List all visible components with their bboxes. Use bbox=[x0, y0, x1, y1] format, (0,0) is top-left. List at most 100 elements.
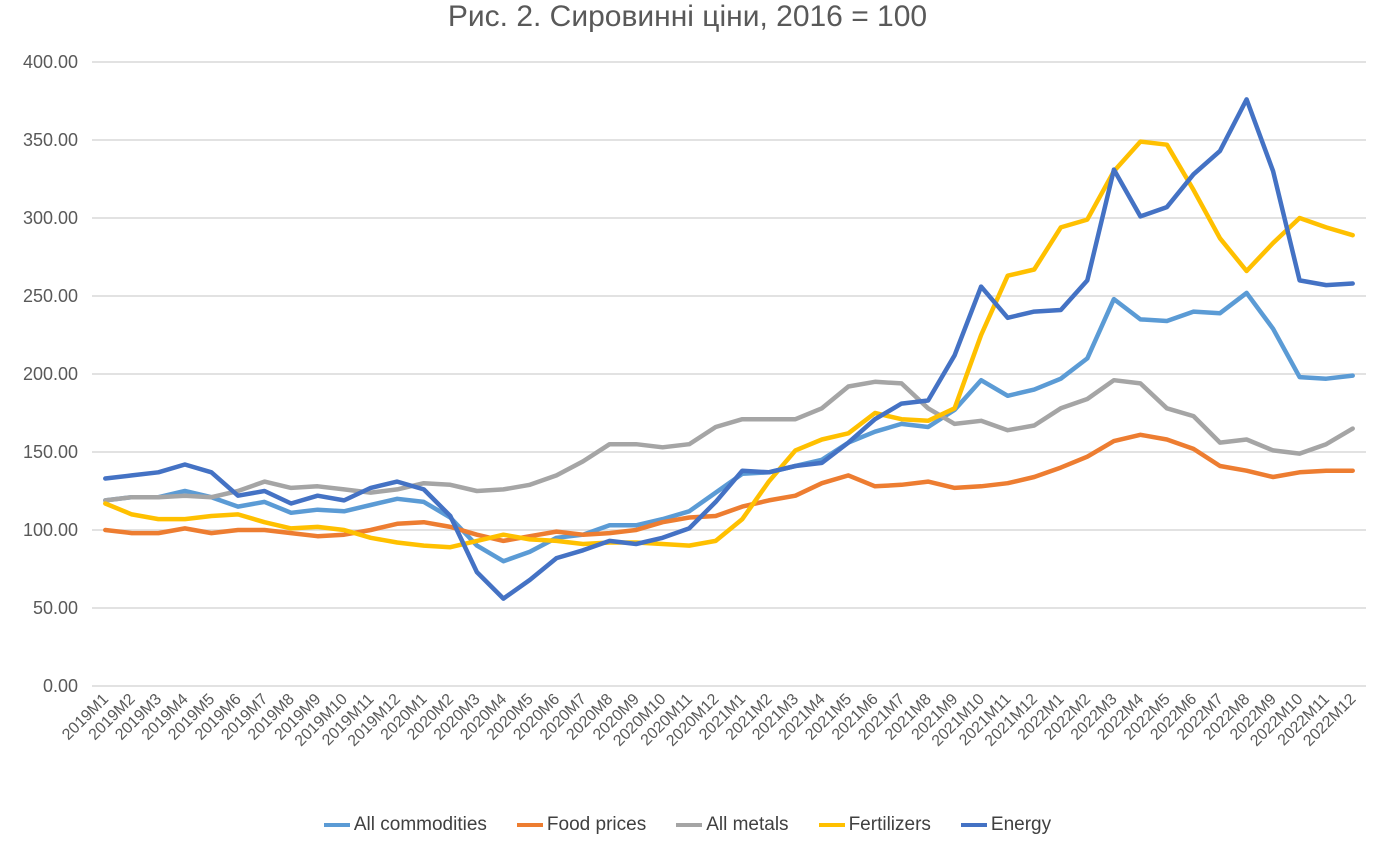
y-tick-label: 50.00 bbox=[33, 598, 78, 618]
data-point bbox=[953, 486, 956, 490]
data-point bbox=[528, 535, 532, 538]
y-tick-label: 400.00 bbox=[23, 52, 78, 72]
data-point bbox=[210, 514, 213, 518]
data-point bbox=[502, 539, 505, 543]
data-point bbox=[1165, 438, 1169, 441]
series-line-all-commodities bbox=[103, 290, 1355, 564]
data-point bbox=[926, 399, 930, 402]
legend-swatch bbox=[323, 823, 350, 827]
data-point bbox=[873, 485, 877, 488]
data-point bbox=[608, 531, 611, 535]
data-point bbox=[130, 513, 134, 516]
data-point bbox=[157, 496, 160, 499]
data-point bbox=[502, 488, 505, 491]
data-point bbox=[1271, 327, 1275, 330]
legend-item: All commodities bbox=[323, 814, 487, 836]
data-point bbox=[1006, 394, 1009, 398]
data-point bbox=[820, 438, 824, 441]
data-point bbox=[369, 528, 372, 532]
data-point bbox=[104, 477, 107, 480]
data-point bbox=[873, 411, 877, 415]
data-point bbox=[422, 521, 425, 524]
data-point bbox=[926, 419, 930, 422]
data-point bbox=[528, 550, 532, 554]
data-point bbox=[714, 425, 717, 429]
y-tick-label: 350.00 bbox=[23, 130, 78, 150]
data-point bbox=[1112, 297, 1116, 301]
data-point bbox=[581, 533, 585, 536]
data-point bbox=[1271, 241, 1275, 245]
data-point bbox=[422, 544, 425, 547]
data-point bbox=[1165, 319, 1169, 323]
data-point bbox=[926, 480, 930, 483]
data-point bbox=[741, 505, 744, 508]
data-point bbox=[528, 578, 532, 582]
data-point bbox=[1351, 469, 1354, 472]
data-point bbox=[1245, 469, 1248, 472]
data-point bbox=[767, 480, 771, 483]
data-point bbox=[634, 528, 638, 532]
data-point bbox=[1218, 149, 1222, 153]
data-point bbox=[342, 533, 346, 536]
series-line-energy bbox=[103, 97, 1355, 601]
data-point bbox=[953, 422, 956, 426]
legend-label: Fertilizers bbox=[848, 814, 931, 835]
data-point bbox=[1006, 482, 1009, 485]
data-point bbox=[449, 525, 452, 529]
data-point bbox=[1139, 382, 1142, 385]
data-point bbox=[1271, 170, 1275, 173]
data-point bbox=[502, 533, 505, 536]
data-point bbox=[236, 505, 240, 508]
series-line-all-metals bbox=[103, 377, 1355, 503]
data-point bbox=[1351, 233, 1354, 237]
series-line-food-prices bbox=[103, 432, 1355, 544]
data-point bbox=[157, 517, 160, 521]
data-point bbox=[820, 482, 824, 485]
legend-label: Food prices bbox=[546, 814, 647, 835]
data-point bbox=[979, 419, 983, 422]
data-point bbox=[316, 525, 319, 529]
data-point bbox=[687, 544, 691, 547]
data-point bbox=[396, 541, 399, 544]
legend-swatch bbox=[516, 823, 543, 827]
data-point bbox=[449, 545, 452, 549]
data-point bbox=[900, 418, 903, 421]
data-point bbox=[979, 333, 983, 337]
y-tick-label: 0.00 bbox=[43, 676, 78, 696]
data-point bbox=[979, 485, 983, 488]
data-point bbox=[714, 491, 717, 494]
data-point bbox=[396, 497, 399, 500]
data-point bbox=[1139, 215, 1142, 218]
data-point bbox=[210, 471, 213, 474]
data-point bbox=[1059, 466, 1062, 469]
data-point bbox=[794, 464, 797, 468]
data-point bbox=[687, 510, 691, 513]
data-point bbox=[1059, 226, 1062, 229]
data-point bbox=[475, 533, 479, 536]
data-point bbox=[1351, 374, 1354, 377]
data-point bbox=[342, 528, 346, 532]
data-point bbox=[210, 531, 213, 535]
data-point bbox=[1165, 407, 1169, 410]
data-point bbox=[1033, 268, 1036, 271]
data-point bbox=[661, 542, 664, 546]
data-point bbox=[236, 528, 240, 532]
data-point bbox=[1192, 414, 1195, 418]
data-point bbox=[342, 488, 346, 491]
data-point bbox=[714, 514, 717, 518]
data-point bbox=[1271, 475, 1275, 479]
legend-label: All commodities bbox=[353, 814, 487, 835]
data-point bbox=[369, 536, 372, 539]
data-point bbox=[581, 549, 585, 552]
data-point bbox=[183, 527, 187, 530]
data-point bbox=[847, 441, 850, 444]
legend-label: All metals bbox=[706, 814, 789, 835]
data-point bbox=[263, 480, 266, 483]
data-point bbox=[794, 494, 797, 497]
data-point bbox=[528, 538, 532, 541]
data-point bbox=[422, 482, 425, 485]
chart-legend: All commodities Food prices All metals Fert… bbox=[0, 814, 1375, 836]
legend-item: Energy bbox=[960, 814, 1051, 836]
data-point bbox=[608, 539, 611, 543]
data-point bbox=[581, 460, 585, 463]
